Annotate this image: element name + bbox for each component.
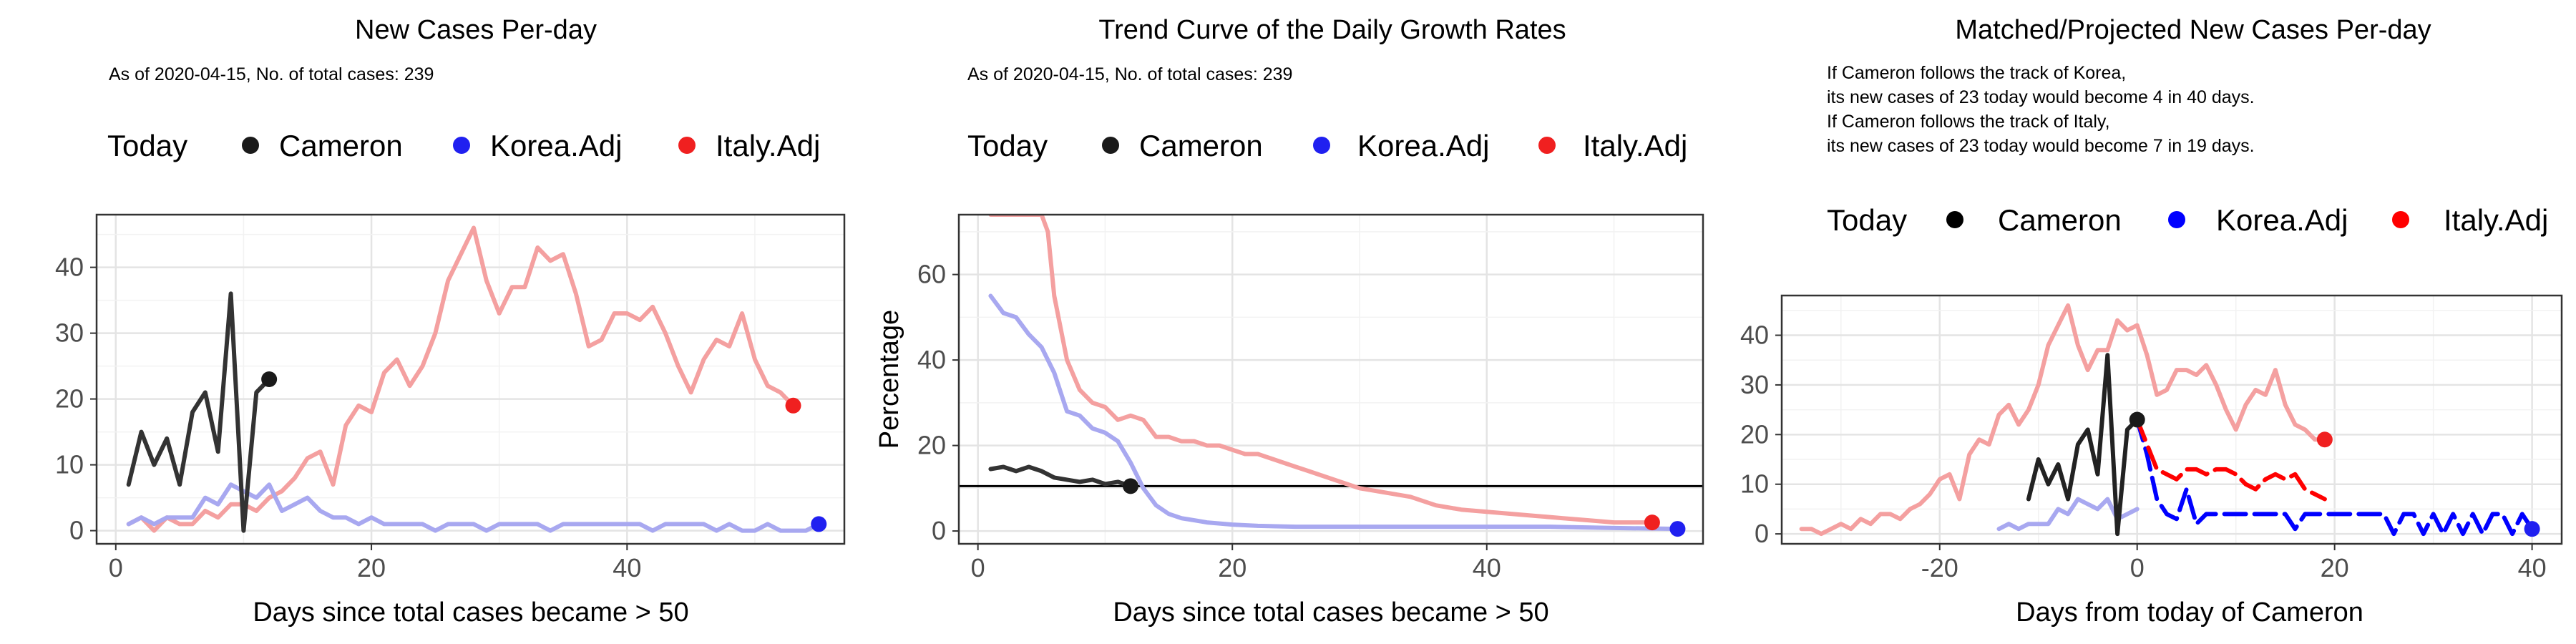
legend-key-cameron bbox=[1946, 211, 1963, 228]
series-line-italy-adj bbox=[126, 225, 796, 533]
panel-subtitle-line: If Cameron follows the track of Korea, bbox=[1827, 63, 2126, 83]
legend-label-cameron: Cameron bbox=[1139, 129, 1263, 162]
plot-area: -20 0 20 40 0 10 20 30 40 bbox=[1740, 294, 2563, 582]
today-point-korea-adj bbox=[1669, 521, 1686, 537]
panel-growth-rates: Trend Curve of the Daily Growth Rates As… bbox=[874, 15, 1704, 628]
legend-key-italy bbox=[1538, 137, 1556, 154]
panel-subtitle: As of 2020-04-15, No. of total cases: 23… bbox=[109, 64, 434, 84]
series-layer bbox=[1799, 303, 2534, 537]
panel-subtitle-line: If Cameron follows the track of Italy, bbox=[1827, 112, 2110, 132]
x-tick-label: 0 bbox=[2130, 553, 2145, 582]
y-tick-label: 30 bbox=[55, 318, 84, 348]
series-line-cameron bbox=[2026, 353, 2140, 537]
panel-title: Matched/Projected New Cases Per-day bbox=[1955, 15, 2431, 45]
x-tick-label: -20 bbox=[1921, 553, 1958, 582]
series-layer bbox=[126, 225, 821, 533]
legend-label-korea: Korea.Adj bbox=[490, 129, 622, 162]
series-line-cameron bbox=[988, 464, 1133, 489]
series-line-italy-adj-matched bbox=[1799, 303, 2327, 537]
x-tick-label: 0 bbox=[971, 553, 985, 582]
series-line-italy-adj-projected bbox=[2135, 417, 2327, 502]
x-axis-title: Days since total cases became > 50 bbox=[253, 597, 688, 628]
y-tick-label: 20 bbox=[917, 431, 946, 460]
x-tick-label: 40 bbox=[2518, 553, 2547, 582]
today-point-cameron bbox=[1123, 478, 1138, 494]
y-tick-label: 40 bbox=[917, 345, 946, 374]
legend-key-italy bbox=[678, 137, 696, 154]
panel-projected: Matched/Projected New Cases Per-day If C… bbox=[1740, 15, 2563, 628]
plot-background bbox=[1782, 296, 2562, 544]
y-tick-label: 40 bbox=[1740, 321, 1769, 350]
legend-label-italy: Italy.Adj bbox=[2444, 203, 2548, 237]
legend-label-korea: Korea.Adj bbox=[1357, 129, 1489, 162]
y-tick-label: 20 bbox=[55, 384, 84, 414]
series-line-cameron bbox=[126, 291, 272, 533]
today-point-korea-adj bbox=[811, 516, 827, 532]
x-tick-label: 40 bbox=[613, 553, 641, 582]
y-tick-label: 10 bbox=[55, 450, 84, 479]
legend-key-korea bbox=[2168, 211, 2185, 228]
today-point-cameron bbox=[261, 371, 278, 387]
today-point-italy-adj bbox=[2316, 431, 2333, 448]
legend-label-cameron: Cameron bbox=[279, 129, 403, 162]
panel-title: Trend Curve of the Daily Growth Rates bbox=[1098, 15, 1566, 45]
plot-area: 0 20 40 0 10 20 30 40 bbox=[55, 213, 846, 582]
series-layer bbox=[959, 215, 1703, 532]
panel-new-cases: New Cases Per-day As of 2020-04-15, No. … bbox=[55, 15, 846, 628]
y-tick-label: 40 bbox=[55, 253, 84, 282]
legend-label-korea: Korea.Adj bbox=[2216, 203, 2348, 237]
legend-label-cameron: Cameron bbox=[1998, 203, 2122, 237]
plot-area: 0 20 40 0 20 40 60 bbox=[917, 213, 1704, 582]
y-tick-label: 0 bbox=[932, 516, 946, 545]
panel-title: New Cases Per-day bbox=[355, 15, 597, 45]
y-tick-label: 10 bbox=[1740, 469, 1769, 499]
y-tick-label: 30 bbox=[1740, 370, 1769, 399]
legend: Today Cameron Korea.Adj Italy.Adj bbox=[107, 129, 820, 162]
x-tick-label: 20 bbox=[1218, 553, 1246, 582]
panel-subtitle-line: its new cases of 23 today would become 4… bbox=[1827, 87, 2255, 107]
legend: Today Cameron Korea.Adj Italy.Adj bbox=[967, 129, 1687, 162]
legend-key-italy bbox=[2392, 211, 2409, 228]
today-point-italy-adj bbox=[1644, 514, 1660, 531]
legend-title: Today bbox=[1827, 203, 1907, 237]
x-tick-label: 0 bbox=[109, 553, 123, 582]
plot-frame bbox=[1780, 294, 2563, 545]
panel-subtitle: As of 2020-04-15, No. of total cases: 23… bbox=[967, 64, 1292, 84]
y-tick-label: 60 bbox=[917, 260, 946, 289]
legend-title: Today bbox=[967, 129, 1048, 162]
legend-label-italy: Italy.Adj bbox=[1583, 129, 1687, 162]
plot-frame bbox=[95, 213, 846, 545]
x-tick-label: 40 bbox=[1473, 553, 1501, 582]
today-point-italy-adj bbox=[785, 397, 801, 414]
series-line-korea-adj bbox=[988, 293, 1680, 532]
legend-key-cameron bbox=[242, 137, 259, 154]
legend-key-korea bbox=[453, 137, 470, 154]
y-tick-label: 20 bbox=[1740, 419, 1769, 449]
plot-background bbox=[959, 215, 1703, 544]
x-axis-title: Days from today of Cameron bbox=[2016, 597, 2363, 628]
legend-key-korea bbox=[1313, 137, 1330, 154]
x-axis-title: Days since total cases became > 50 bbox=[1113, 597, 1548, 628]
plot-frame bbox=[957, 213, 1704, 545]
legend: Today Cameron Korea.Adj Italy.Adj bbox=[1827, 203, 2548, 237]
legend-key-cameron bbox=[1102, 137, 1119, 154]
series-line-korea-adj-projected bbox=[2135, 417, 2534, 537]
plot-background bbox=[97, 215, 844, 544]
legend-title: Today bbox=[107, 129, 187, 162]
x-tick-label: 20 bbox=[357, 553, 386, 582]
today-point-korea-adj bbox=[2524, 521, 2540, 537]
today-point-cameron bbox=[2129, 411, 2145, 428]
y-axis-title: Percentage bbox=[874, 310, 904, 449]
series-line-italy-adj bbox=[988, 215, 1654, 525]
y-tick-label: 0 bbox=[1755, 519, 1769, 548]
legend-label-italy: Italy.Adj bbox=[716, 129, 820, 162]
panel-subtitle-line: its new cases of 23 today would become 7… bbox=[1827, 136, 2255, 156]
x-tick-label: 20 bbox=[2321, 553, 2349, 582]
y-tick-label: 0 bbox=[69, 516, 84, 545]
